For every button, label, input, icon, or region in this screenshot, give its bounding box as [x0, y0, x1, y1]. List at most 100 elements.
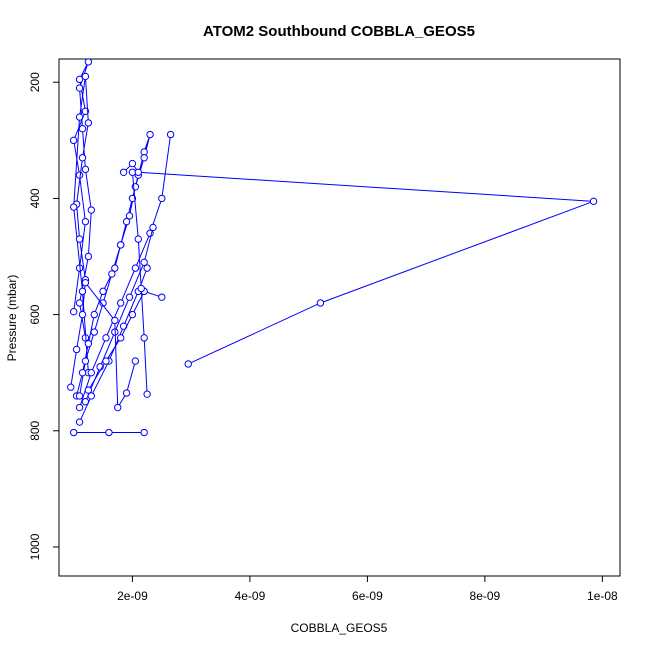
series-line — [84, 227, 154, 402]
data-point — [589, 197, 598, 206]
series-4 — [81, 223, 157, 406]
data-point — [146, 130, 154, 139]
x-tick-label: 6e-09 — [352, 589, 383, 603]
series-7 — [69, 428, 148, 437]
data-point — [78, 154, 87, 162]
data-point — [122, 389, 131, 397]
data-point — [140, 334, 148, 342]
data-point — [75, 84, 84, 92]
data-point — [81, 278, 90, 287]
series-6 — [84, 287, 166, 394]
data-point — [75, 299, 84, 307]
data-point — [90, 328, 98, 336]
data-point — [69, 428, 78, 437]
y-tick-label: 400 — [28, 188, 42, 208]
data-point — [84, 119, 93, 127]
series-layer — [67, 58, 598, 437]
series-line — [79, 134, 172, 408]
data-point — [140, 258, 148, 267]
x-tick-label: 1e-08 — [587, 589, 618, 603]
data-point — [158, 194, 166, 203]
series-3 — [75, 130, 175, 412]
data-point — [119, 168, 128, 176]
data-point — [69, 203, 78, 211]
data-point — [128, 159, 137, 168]
data-point — [125, 293, 134, 301]
data-point — [84, 58, 93, 66]
data-point — [81, 217, 90, 226]
data-point — [158, 293, 166, 301]
data-point — [81, 107, 90, 115]
x-tick-label: 4e-09 — [235, 589, 266, 603]
x-axis-label: COBBLA_GEOS5 — [291, 621, 388, 635]
data-point — [102, 334, 110, 342]
data-point — [72, 345, 81, 354]
data-point — [143, 264, 151, 272]
data-point — [75, 75, 84, 84]
y-tick-label: 200 — [28, 72, 42, 92]
data-point — [81, 165, 90, 174]
data-point — [99, 287, 107, 296]
data-point — [143, 390, 151, 398]
series-9 — [81, 278, 140, 412]
data-point — [81, 72, 90, 81]
data-point — [87, 392, 96, 400]
data-point — [99, 299, 107, 307]
data-point — [78, 287, 87, 296]
data-point — [137, 284, 145, 293]
series-8 — [128, 168, 151, 398]
data-point — [128, 310, 137, 319]
x-axis: 2e-09 4e-09 6e-09 8e-09 1e-08 — [117, 575, 618, 603]
x-tick-label: 8e-09 — [470, 589, 501, 603]
series-10 — [119, 159, 598, 368]
data-point — [116, 334, 125, 342]
y-tick-label: 800 — [28, 420, 42, 440]
data-point — [125, 212, 134, 220]
data-point — [75, 235, 84, 243]
data-point — [116, 241, 125, 249]
data-point — [316, 299, 325, 307]
data-point — [108, 270, 116, 278]
data-point — [75, 418, 84, 426]
data-point — [114, 403, 122, 412]
data-point — [78, 368, 87, 377]
data-point — [84, 339, 93, 348]
chart-title: ATOM2 Southbound COBBLA_GEOS5 — [203, 23, 475, 40]
data-point — [111, 264, 119, 272]
data-point — [87, 368, 96, 377]
data-point — [128, 194, 137, 203]
data-point — [184, 360, 192, 368]
data-point — [81, 357, 90, 365]
data-point — [75, 403, 84, 412]
data-point — [134, 168, 143, 176]
x-tick-label: 2e-09 — [117, 589, 148, 603]
data-point — [90, 310, 98, 319]
y-axis-label: Pressure (mbar) — [5, 275, 19, 362]
data-point — [131, 357, 140, 365]
data-point — [75, 392, 84, 400]
data-point — [149, 223, 157, 232]
data-point — [102, 357, 110, 365]
y-tick-label: 1000 — [28, 533, 42, 560]
data-point — [75, 113, 84, 121]
data-point — [122, 217, 131, 226]
data-point — [78, 125, 87, 133]
data-point — [105, 428, 113, 437]
data-point — [111, 316, 119, 325]
data-point — [116, 299, 125, 307]
data-point — [84, 252, 93, 261]
data-point — [131, 264, 140, 272]
data-point — [140, 428, 148, 437]
y-tick-label: 600 — [28, 304, 42, 324]
series-2 — [72, 130, 154, 400]
data-point — [166, 130, 175, 139]
data-point — [69, 307, 78, 316]
data-point — [140, 154, 148, 162]
data-point — [134, 235, 143, 243]
data-point — [69, 136, 78, 145]
series-0 — [69, 58, 96, 342]
data-point — [67, 383, 75, 391]
data-point — [87, 206, 96, 214]
